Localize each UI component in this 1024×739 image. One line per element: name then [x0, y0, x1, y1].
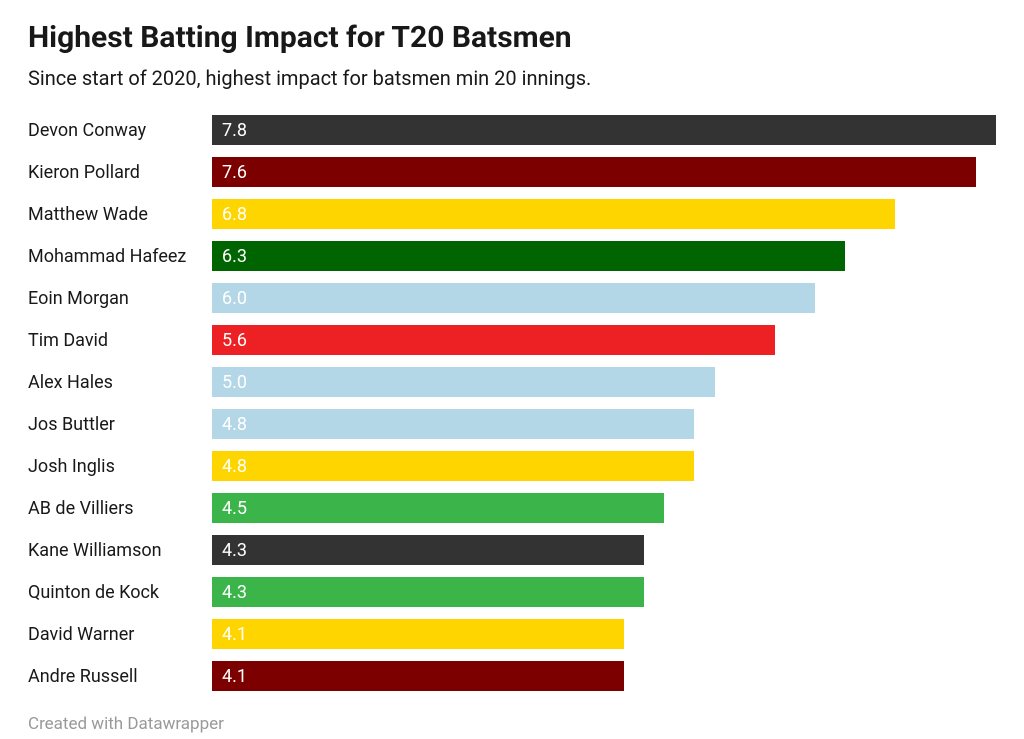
bar: 4.1	[212, 619, 624, 649]
chart-footer: Created with Datawrapper	[28, 714, 996, 734]
bar-track: 4.1	[212, 619, 996, 649]
bar-rows: Devon Conway 7.8 Kieron Pollard 7.6 Matthew …	[28, 112, 996, 694]
bar-track: 4.3	[212, 577, 996, 607]
bar-value: 4.1	[222, 666, 247, 687]
bar-track: 4.5	[212, 493, 996, 523]
bar: 7.8	[212, 115, 996, 145]
bar-label: Mohammad Hafeez	[28, 246, 212, 267]
bar-track: 4.8	[212, 409, 996, 439]
bar-track: 5.6	[212, 325, 996, 355]
bar-track: 4.1	[212, 661, 996, 691]
bar-track: 7.6	[212, 157, 996, 187]
bar-row: Alex Hales 5.0	[28, 364, 996, 400]
bar-row: David Warner 4.1	[28, 616, 996, 652]
bar-value: 4.3	[222, 540, 247, 561]
bar-label: Tim David	[28, 330, 212, 351]
bar-label: Josh Inglis	[28, 456, 212, 477]
bar-row: Kane Williamson 4.3	[28, 532, 996, 568]
bar-value: 7.8	[222, 120, 247, 141]
bar-label: Matthew Wade	[28, 204, 212, 225]
bar-value: 4.3	[222, 582, 247, 603]
bar-value: 6.8	[222, 204, 247, 225]
bar-label: Kieron Pollard	[28, 162, 212, 183]
bar: 4.8	[212, 409, 694, 439]
bar: 4.5	[212, 493, 664, 523]
bar-value: 6.0	[222, 288, 247, 309]
bar-label: Devon Conway	[28, 120, 212, 141]
bar-value: 6.3	[222, 246, 247, 267]
bar-value: 5.0	[222, 372, 247, 393]
bar: 6.8	[212, 199, 895, 229]
bar-label: Alex Hales	[28, 372, 212, 393]
bar-row: Jos Buttler 4.8	[28, 406, 996, 442]
bar-value: 4.1	[222, 624, 247, 645]
bar: 4.1	[212, 661, 624, 691]
chart-container: Highest Batting Impact for T20 Batsmen S…	[28, 20, 996, 734]
bar-track: 6.0	[212, 283, 996, 313]
bar: 6.0	[212, 283, 815, 313]
bar-label: AB de Villiers	[28, 498, 212, 519]
bar: 4.8	[212, 451, 694, 481]
bar-row: Devon Conway 7.8	[28, 112, 996, 148]
bar: 4.3	[212, 577, 644, 607]
bar-row: Mohammad Hafeez 6.3	[28, 238, 996, 274]
bar-label: Andre Russell	[28, 666, 212, 687]
bar-row: AB de Villiers 4.5	[28, 490, 996, 526]
bar-row: Eoin Morgan 6.0	[28, 280, 996, 316]
bar: 5.6	[212, 325, 775, 355]
bar-label: Quinton de Kock	[28, 582, 212, 603]
bar-value: 4.5	[222, 498, 247, 519]
bar-label: Kane Williamson	[28, 540, 212, 561]
bar-row: Josh Inglis 4.8	[28, 448, 996, 484]
bar: 7.6	[212, 157, 976, 187]
bar-track: 7.8	[212, 115, 996, 145]
bar-value: 4.8	[222, 414, 247, 435]
bar: 6.3	[212, 241, 845, 271]
bar-track: 4.8	[212, 451, 996, 481]
bar: 5.0	[212, 367, 715, 397]
bar-value: 4.8	[222, 456, 247, 477]
bar-track: 4.3	[212, 535, 996, 565]
bar-label: Jos Buttler	[28, 414, 212, 435]
bar-row: Quinton de Kock 4.3	[28, 574, 996, 610]
bar-track: 6.8	[212, 199, 996, 229]
bar-label: David Warner	[28, 624, 212, 645]
bar-value: 7.6	[222, 162, 247, 183]
bar-track: 5.0	[212, 367, 996, 397]
chart-title: Highest Batting Impact for T20 Batsmen	[28, 20, 996, 56]
bar-row: Kieron Pollard 7.6	[28, 154, 996, 190]
bar-row: Tim David 5.6	[28, 322, 996, 358]
chart-subtitle: Since start of 2020, highest impact for …	[28, 66, 996, 90]
bar-value: 5.6	[222, 330, 247, 351]
bar-label: Eoin Morgan	[28, 288, 212, 309]
bar: 4.3	[212, 535, 644, 565]
bar-row: Andre Russell 4.1	[28, 658, 996, 694]
bar-track: 6.3	[212, 241, 996, 271]
bar-row: Matthew Wade 6.8	[28, 196, 996, 232]
